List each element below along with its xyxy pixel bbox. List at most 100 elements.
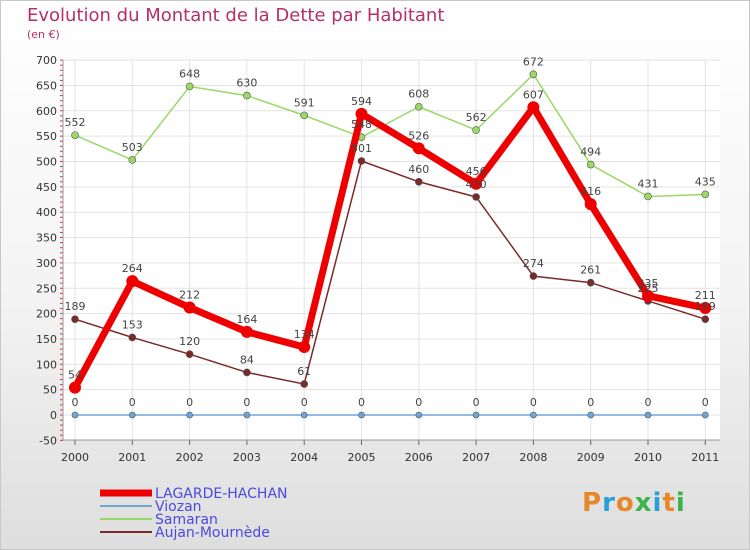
data-label: 526 [408,129,429,142]
data-label: 0 [473,396,480,409]
data-point [584,198,597,211]
data-point [472,126,480,134]
data-point [186,411,193,419]
data-point [300,111,309,120]
data-point [128,333,137,342]
data-label: 552 [65,116,86,129]
x-tick-label: 2007 [462,451,490,464]
x-tick-label: 2003 [233,451,261,464]
data-label: 264 [122,262,143,275]
data-label: 562 [466,111,487,124]
data-point [128,156,137,164]
data-label: 120 [179,335,200,348]
x-tick-label: 2008 [519,451,547,464]
data-label: 274 [523,257,544,270]
data-label: 54 [68,369,82,382]
data-label: 153 [122,318,143,331]
chart-title: Evolution du Montant de la Dette par Hab… [27,5,445,26]
x-tick-label: 2009 [577,451,605,464]
data-label: 0 [645,396,652,409]
y-tick-label: 350 [36,232,57,245]
data-label: 416 [580,185,601,198]
data-point [412,142,425,155]
data-point [300,411,308,419]
data-point [357,157,366,165]
data-label: 0 [415,396,422,409]
data-point [71,315,79,323]
x-tick-label: 2005 [348,451,376,464]
data-point [71,411,79,419]
data-point [699,302,712,315]
data-point [644,192,652,201]
data-point [243,368,251,377]
data-label: 460 [408,163,429,176]
data-point [243,411,251,419]
y-tick-label: 50 [43,384,57,397]
series-line-3 [74,160,707,385]
chart-unit: (en €) [27,28,60,41]
data-point [414,177,423,186]
y-tick-label: 500 [36,156,57,169]
data-label: 435 [695,175,716,188]
data-label: 189 [695,300,716,313]
data-label: 0 [702,396,709,409]
x-tick-label: 2011 [691,451,719,464]
data-point [300,380,309,388]
data-label: 0 [186,396,193,409]
data-label: 0 [358,396,365,409]
data-label: 212 [179,289,200,302]
y-tick-label: 400 [36,206,57,219]
data-point [358,411,365,419]
data-point [183,301,196,314]
legend-label: LAGARDE-HACHAN [155,486,288,502]
data-label: 608 [408,88,429,101]
brand-logo: Proxiti [582,488,686,518]
y-tick-label: 300 [36,257,57,270]
y-tick-label: -50 [39,434,57,447]
data-label: 0 [301,396,308,409]
data-point [129,411,136,419]
legend-label: Viozan [155,499,202,515]
data-point [701,411,709,419]
data-point [298,341,311,354]
data-point [642,289,654,302]
data-label: 672 [523,55,544,68]
data-label: 494 [580,146,601,159]
y-tick-label: 600 [36,105,57,118]
data-label: 607 [523,88,544,101]
data-label: 211 [695,289,716,302]
data-label: 189 [65,300,86,313]
data-point [185,82,194,91]
y-tick-label: 450 [36,181,57,194]
legend-label: Aujan-Mournède [155,525,270,541]
data-label: 225 [638,282,659,295]
data-point [414,102,423,111]
data-point [470,177,483,190]
data-label: 430 [466,178,487,191]
data-label: 134 [294,328,315,341]
y-tick-label: 250 [36,282,57,295]
data-point [586,278,595,287]
plot-area [63,60,720,440]
data-label: 0 [129,396,136,409]
y-tick-label: 650 [36,79,57,92]
data-label: 261 [580,264,601,277]
data-point [527,101,540,114]
data-label: 0 [587,396,594,409]
x-tick-label: 2004 [290,451,318,464]
data-label: 0 [243,396,250,409]
data-point [701,190,710,199]
data-label: 0 [530,396,537,409]
x-tick-label: 2002 [176,451,204,464]
data-point [185,350,194,358]
y-tick-label: 150 [36,333,57,346]
data-label: 84 [240,353,254,366]
x-tick-label: 2000 [61,451,89,464]
y-tick-label: 0 [50,409,57,422]
data-point [586,160,595,169]
y-tick-label: 100 [36,358,57,371]
data-point [529,70,538,79]
data-label: 456 [466,165,487,178]
series-line-2 [74,73,707,198]
data-point [415,411,423,419]
